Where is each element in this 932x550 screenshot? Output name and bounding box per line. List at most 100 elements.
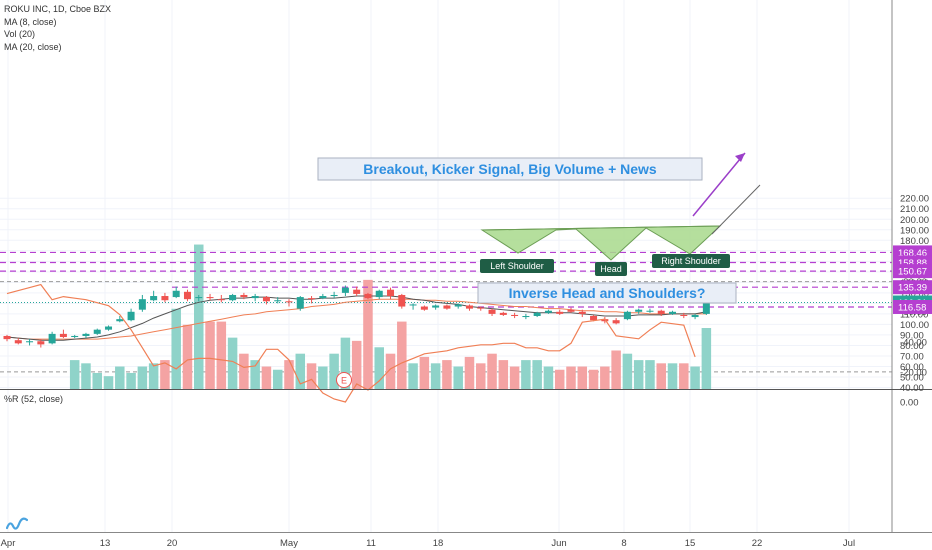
volume-bar (464, 356, 475, 389)
earnings-marker[interactable]: E (336, 372, 352, 388)
volume-bar (498, 360, 509, 389)
price-tick-label: 110.00 (900, 309, 928, 320)
time-tick-label: 11 (366, 538, 376, 549)
candle-body (680, 314, 688, 316)
inverse-head-shoulders-pattern (480, 225, 722, 261)
projection-arrow-head (735, 153, 745, 162)
price-tick-label: 60.00 (900, 362, 924, 373)
left-shoulder-label[interactable]: Left Shoulder (480, 259, 554, 273)
price-label-box (893, 264, 932, 279)
candle-body (353, 289, 361, 294)
ma8-legend: MA (8, close) (4, 16, 57, 27)
volume-bar (92, 372, 102, 389)
candle-body (138, 299, 146, 310)
price-label-text: 150.67 (898, 267, 927, 278)
price-tick-label: 90.00 (900, 330, 924, 341)
candle-body (420, 306, 428, 310)
volume-bar (137, 366, 148, 389)
volume-bar (566, 366, 576, 389)
candle-body (3, 335, 11, 340)
volume-bar (656, 363, 666, 389)
candle-body (375, 290, 383, 298)
time-tick-label: 8 (621, 538, 626, 549)
volume-bar (521, 360, 531, 389)
volume-bar (239, 353, 249, 389)
time-axis[interactable]: Apr 13 20 May 11 18 Jun 8 15 22 Jul (1, 538, 855, 549)
candle-body (657, 310, 665, 314)
volume-bar (160, 360, 170, 389)
price-tick-label: 100.00 (900, 320, 929, 331)
candle-body (646, 310, 654, 312)
earnings-text: E (341, 376, 347, 386)
candle-body (240, 294, 248, 298)
volume-bar (205, 321, 215, 389)
head-label[interactable]: Head (595, 262, 627, 276)
candle-body (26, 341, 34, 343)
volume-bar (295, 353, 306, 389)
volume-bar (430, 363, 441, 389)
candle-body (308, 298, 316, 300)
volume-bar (103, 376, 114, 389)
price-tick-label: 50.00 (900, 372, 924, 383)
axes (0, 0, 932, 533)
price-tick-label: 190.00 (900, 225, 929, 236)
volume-bar (374, 347, 384, 389)
volume-bar (69, 360, 80, 389)
candle-body (172, 290, 180, 298)
tradingview-logo-icon (6, 517, 28, 530)
head-text: Head (600, 264, 622, 274)
price-label-text: 168.46 (898, 248, 927, 259)
volume-bar (194, 244, 204, 389)
candle-body (691, 314, 699, 318)
candle-body (59, 333, 67, 338)
price-tick-label: 200.00 (900, 215, 929, 226)
price-tick-label: 210.00 (900, 204, 929, 215)
pattern-annotation[interactable]: Inverse Head and Shoulders? (477, 282, 737, 304)
symbol-title: ROKU INC, 1D, Cboe BZX (4, 4, 112, 14)
price-tick-label: 40.00 (900, 383, 924, 394)
chart-legend[interactable]: ROKU INC, 1D, Cboe BZX MA (8, close) Vol… (4, 3, 111, 53)
candle-body (488, 309, 496, 314)
volume-bar (340, 337, 351, 389)
volume-bar (679, 363, 689, 389)
time-tick-label: May (280, 538, 298, 549)
candle-body (206, 297, 214, 299)
candle-body (556, 311, 564, 314)
left-shoulder-text: Left Shoulder (490, 261, 544, 271)
candle-body (71, 335, 79, 338)
candle-body (612, 320, 620, 324)
candle-body (341, 287, 349, 293)
osc-tick-label: 0.00 (900, 398, 919, 409)
right-shoulder-label[interactable]: Right Shoulder (652, 254, 730, 268)
candle-body (590, 315, 598, 321)
volume-bar (701, 328, 712, 389)
candle-body (454, 304, 462, 307)
candle-body (195, 297, 203, 299)
candle-body (702, 302, 710, 314)
candle-body (319, 296, 327, 299)
volume-bar (588, 369, 599, 389)
grid-lines (0, 0, 892, 532)
candle-body (387, 289, 395, 297)
pattern-text: Inverse Head and Shoulders? (509, 285, 706, 301)
breakout-annotation[interactable]: Breakout, Kicker Signal, Big Volume + Ne… (317, 157, 703, 181)
candle-body (499, 312, 507, 315)
volume-bar (318, 366, 328, 389)
ma20-line (6, 298, 707, 340)
price-tick-label: 180.00 (900, 236, 929, 247)
volume-bar (397, 321, 407, 389)
volume-bar (306, 363, 317, 389)
volume-bar (363, 279, 373, 389)
volume-bar (622, 353, 633, 389)
volume-bar (577, 366, 588, 389)
candle-body (432, 305, 440, 308)
candle-body (465, 305, 473, 309)
candle-body (364, 293, 372, 299)
volume-bar (182, 324, 193, 389)
candlesticks (3, 285, 710, 348)
volume-bar (532, 360, 542, 389)
candle-body (443, 305, 451, 309)
volume-bar (408, 363, 418, 389)
